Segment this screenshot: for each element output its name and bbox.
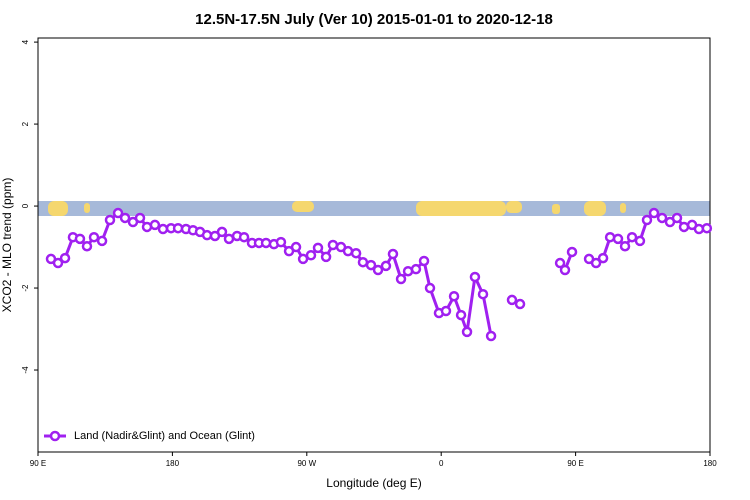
legend-marker xyxy=(49,430,61,442)
x-tick-label: 90 E xyxy=(567,459,583,468)
x-tick-label: 90 E xyxy=(30,459,46,468)
x-tick-label: 180 xyxy=(703,459,717,468)
point xyxy=(395,273,407,285)
y-axis-label: XCO2 - MLO trend (ppm) xyxy=(0,178,14,313)
point xyxy=(134,212,146,224)
point xyxy=(149,219,161,231)
point xyxy=(290,241,302,253)
point xyxy=(260,237,272,249)
x-tick-label: 0 xyxy=(439,459,444,468)
point xyxy=(648,207,660,219)
point xyxy=(418,255,430,267)
legend: Land (Nadir&Glint) and Ocean (Glint) xyxy=(44,430,255,442)
point xyxy=(119,212,131,224)
x-tick-label: 180 xyxy=(166,459,180,468)
point xyxy=(88,231,100,243)
point xyxy=(357,256,369,268)
point xyxy=(440,305,452,317)
point xyxy=(59,252,71,264)
point xyxy=(477,288,489,300)
point xyxy=(74,233,86,245)
x-axis-label: Longitude (deg E) xyxy=(326,476,421,490)
point xyxy=(461,326,473,338)
point xyxy=(634,235,646,247)
point xyxy=(157,223,169,235)
x-tick-label: 90 W xyxy=(297,459,316,468)
point xyxy=(52,257,64,269)
point xyxy=(327,239,339,251)
legend-label: Land (Nadir&Glint) and Ocean (Glint) xyxy=(74,430,255,442)
point xyxy=(275,236,287,248)
point xyxy=(216,226,228,238)
point xyxy=(566,246,578,258)
y-tick-label: 2 xyxy=(21,121,30,126)
point xyxy=(641,214,653,226)
point xyxy=(656,212,668,224)
point xyxy=(223,233,235,245)
point xyxy=(297,253,309,265)
point xyxy=(485,330,497,342)
plot-frame xyxy=(37,37,711,453)
point xyxy=(342,245,354,257)
y-tick-label: -4 xyxy=(21,366,30,374)
point xyxy=(671,212,683,224)
y-tick-label: 0 xyxy=(21,203,30,208)
point xyxy=(678,221,690,233)
point xyxy=(410,263,422,275)
point xyxy=(365,259,377,271)
point xyxy=(626,231,638,243)
point xyxy=(554,257,566,269)
point xyxy=(701,222,713,234)
point xyxy=(590,257,602,269)
point xyxy=(619,240,631,252)
point xyxy=(96,235,108,247)
map-strip xyxy=(38,201,710,216)
point xyxy=(514,298,526,310)
point xyxy=(448,290,460,302)
point xyxy=(559,264,571,276)
point xyxy=(320,251,332,263)
point xyxy=(612,233,624,245)
y-tick-label: 4 xyxy=(21,39,30,44)
y-tick-label: -2 xyxy=(21,284,30,292)
point xyxy=(305,249,317,261)
point xyxy=(380,260,392,272)
point xyxy=(387,248,399,260)
series-line xyxy=(50,211,493,337)
point xyxy=(424,282,436,294)
chart-title: 12.5N-17.5N July (Ver 10) 2015-01-01 to … xyxy=(195,11,553,28)
point xyxy=(506,294,518,306)
point xyxy=(469,271,481,283)
point xyxy=(372,264,384,276)
point xyxy=(104,214,116,226)
point xyxy=(112,207,124,219)
point xyxy=(455,309,467,321)
point xyxy=(597,252,609,264)
point xyxy=(312,242,324,254)
point xyxy=(81,240,93,252)
point xyxy=(350,247,362,259)
point xyxy=(238,231,250,243)
